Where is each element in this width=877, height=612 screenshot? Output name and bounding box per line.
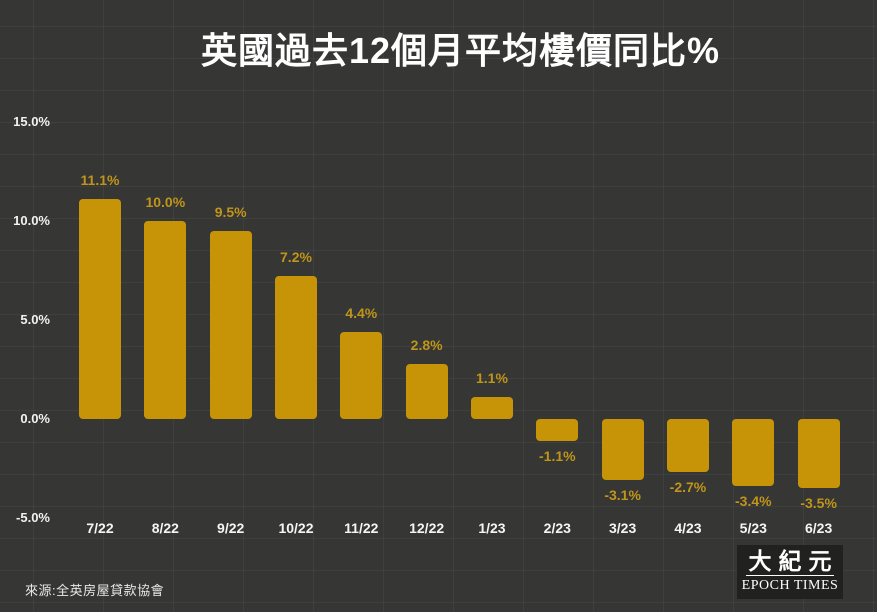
bar	[274, 276, 317, 419]
y-axis-tick-label: 0.0%	[20, 411, 50, 426]
x-axis-category-label: 9/22	[217, 520, 245, 536]
y-axis-tick-label: -5.0%	[16, 510, 50, 525]
x-axis-category-label: 1/23	[478, 520, 506, 536]
bar-value-label: 1.1%	[476, 370, 508, 387]
bar-value-label: -3.5%	[800, 495, 837, 512]
bar-value-label: 10.0%	[145, 194, 186, 210]
x-axis-category-label: 3/23	[609, 520, 637, 536]
x-axis-category-label: 8/22	[151, 520, 179, 536]
y-axis-tick-label: 15.0%	[13, 114, 50, 129]
bar-value-label: -1.1%	[539, 447, 576, 464]
epoch-times-logo-cjk: 大紀元	[748, 548, 839, 574]
y-axis-tick-label: 10.0%	[13, 213, 50, 228]
bar-value-label: 7.2%	[280, 249, 312, 266]
epoch-times-logo: 大紀元 EPOCH TIMES	[737, 545, 843, 599]
x-axis-category-label: 4/23	[674, 520, 702, 536]
bar-value-label: -3.1%	[604, 487, 641, 504]
bar	[536, 419, 579, 441]
bar	[666, 419, 709, 473]
bar-value-label: 11.1%	[80, 172, 120, 189]
chart-title: 英國過去12個月平均樓價同比%	[200, 30, 721, 71]
bar-value-label: 2.8%	[410, 336, 443, 353]
bar	[209, 230, 252, 419]
y-axis-tick-label: 5.0%	[20, 312, 50, 327]
bar-value-label: 9.5%	[214, 203, 247, 220]
x-axis-category-label: 7/22	[86, 520, 114, 536]
bar	[79, 199, 121, 419]
bar	[470, 397, 513, 419]
bar	[601, 419, 644, 481]
bar-value-label: -3.4%	[735, 493, 772, 510]
epoch-times-logo-latin: EPOCH TIMES	[741, 578, 839, 593]
x-axis-category-label: 10/22	[278, 520, 314, 536]
x-axis-category-label: 12/22	[409, 520, 445, 536]
bar	[144, 221, 187, 419]
source-note: 來源:全英房屋貸款協會	[25, 583, 165, 598]
logo-divider	[746, 575, 834, 576]
x-axis-category-label: 6/23	[805, 520, 833, 536]
bar-value-label: 4.4%	[345, 304, 378, 321]
x-axis-category-label: 5/23	[739, 520, 767, 536]
bar-value-label: -2.7%	[669, 479, 707, 496]
bar	[340, 331, 383, 419]
bar	[732, 419, 775, 487]
bar	[405, 363, 448, 419]
x-axis-category-label: 11/22	[344, 520, 379, 536]
bar	[797, 419, 840, 489]
x-axis-category-label: 2/23	[543, 520, 571, 536]
